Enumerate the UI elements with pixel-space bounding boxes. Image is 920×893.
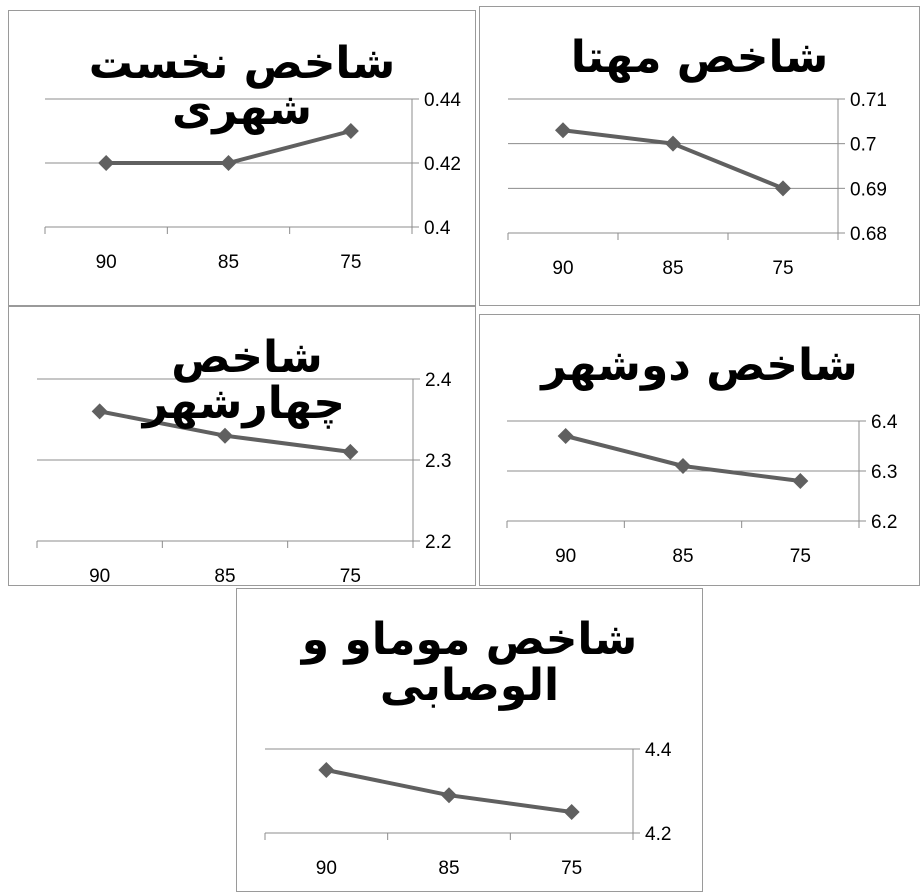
x-tick-label: 75: [790, 546, 811, 567]
data-point-marker: [557, 428, 574, 444]
chart-panel-mehta: شاخص مهتا 0.71 0.7 0.69 0.68 90 85 75: [479, 6, 920, 306]
data-point-marker: [98, 155, 115, 171]
y-tick-label: 4.2: [645, 824, 671, 845]
chart-plot: 4.4 4.2 90 85 75: [264, 740, 672, 879]
data-point-marker: [563, 804, 580, 820]
chart-plot: 2.4 2.3 2.2 90 85 75: [36, 370, 452, 587]
chart-title: شاخص نخست شهری: [88, 38, 396, 136]
data-point-marker: [220, 155, 237, 171]
y-tick-label: 4.4: [645, 740, 672, 761]
chart-title: شاخص چهارشهر: [142, 332, 345, 430]
data-point-marker: [555, 122, 571, 139]
y-tick-label: 2.3: [425, 451, 451, 472]
data-point-marker: [441, 787, 457, 804]
y-tick-label: 0.71: [850, 90, 887, 111]
x-tick-label: 85: [218, 252, 239, 273]
data-point-marker: [675, 458, 691, 474]
chart-plot: 6.4 6.3 6.2 90 85 75: [506, 412, 898, 567]
y-tick-label: 0.69: [850, 179, 887, 200]
y-tick-label: 6.4: [871, 412, 898, 433]
y-tick-label: 6.3: [871, 462, 897, 483]
y-tick-label: 2.4: [425, 370, 452, 391]
data-point-marker: [342, 123, 359, 139]
y-tick-label: 2.2: [425, 532, 451, 553]
data-point-marker: [318, 762, 335, 778]
y-tick-label: 0.4: [424, 218, 451, 239]
data-point-marker: [792, 473, 809, 489]
chart-panel-momav-alvasabi: شاخص موماو و الوصابی 4.4 4.2 90 85 75: [236, 588, 703, 892]
chart-title: شاخص موماو و الوصابی: [301, 614, 638, 712]
y-tick-label: 0.42: [424, 154, 461, 175]
x-tick-label: 90: [552, 258, 573, 279]
chart-title: شاخص مهتا: [570, 32, 829, 83]
chart-plot: 0.71 0.7 0.69 0.68 90 85 75: [507, 90, 887, 279]
x-tick-label: 85: [672, 546, 693, 567]
data-point-marker: [217, 427, 233, 444]
data-point-marker: [665, 135, 681, 152]
chart-panel-chaharshahr: شاخص چهارشهر 2.4 2.3 2.2 90 85 75: [8, 306, 476, 587]
x-tick-label: 75: [561, 858, 582, 879]
x-tick-label: 90: [89, 566, 110, 587]
y-tick-label: 6.2: [871, 512, 897, 533]
data-point-marker: [91, 403, 108, 420]
x-tick-label: 90: [555, 546, 576, 567]
x-tick-label: 85: [438, 858, 459, 879]
x-tick-label: 90: [96, 252, 117, 273]
x-tick-label: 75: [340, 566, 361, 587]
chart-plot: 0.44 0.42 0.4 90 85 75: [44, 90, 461, 273]
x-tick-label: 75: [340, 252, 361, 273]
chart-panel-doshahr: شاخص دوشهر 6.4 6.3 6.2 90 85 75: [479, 314, 920, 586]
chart-panel-nokhost-shahri: شاخص نخست شهری 0.44 0.42 0.4 90 85 75: [8, 10, 476, 306]
y-tick-label: 0.44: [424, 90, 461, 111]
data-point-marker: [342, 443, 359, 460]
x-tick-label: 85: [214, 566, 235, 587]
chart-title: شاخص دوشهر: [541, 340, 858, 391]
x-tick-label: 85: [662, 258, 683, 279]
data-point-marker: [775, 180, 791, 197]
y-tick-label: 0.7: [850, 135, 876, 156]
x-tick-label: 75: [772, 258, 793, 279]
x-tick-label: 90: [316, 858, 337, 879]
y-tick-label: 0.68: [850, 224, 887, 245]
